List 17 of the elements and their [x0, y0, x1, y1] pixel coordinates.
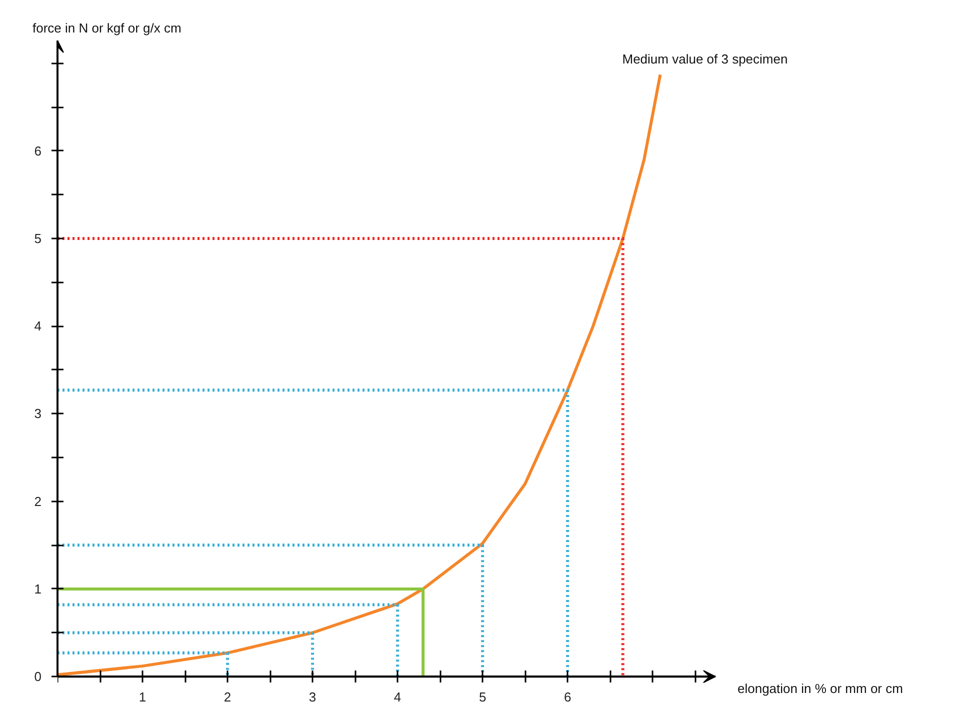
x-axis-title: elongation in % or mm or cm — [738, 681, 903, 696]
y-axis-title: force in N or kgf or g/x cm — [32, 20, 182, 36]
y-tick-label: 2 — [34, 494, 42, 509]
line-series — [58, 73, 662, 676]
text: Medium value of 3 specimen — [622, 52, 788, 67]
x-tick-label: 2 — [224, 690, 232, 705]
x-tick-label: 1 — [138, 690, 146, 705]
x-tick-label: 4 — [394, 690, 402, 705]
y-tick-label: 5 — [34, 231, 42, 246]
y-tick-label: 6 — [34, 143, 42, 158]
y-tick-label: 4 — [34, 318, 42, 334]
x-tick-label: 5 — [478, 690, 486, 705]
x-tick-label: 6 — [564, 690, 572, 705]
y-tick-label: 1 — [34, 581, 42, 596]
y-tick-label: 3 — [34, 406, 42, 422]
y-tick-label: 0 — [34, 669, 42, 684]
x-tick-label: 3 — [308, 690, 316, 705]
